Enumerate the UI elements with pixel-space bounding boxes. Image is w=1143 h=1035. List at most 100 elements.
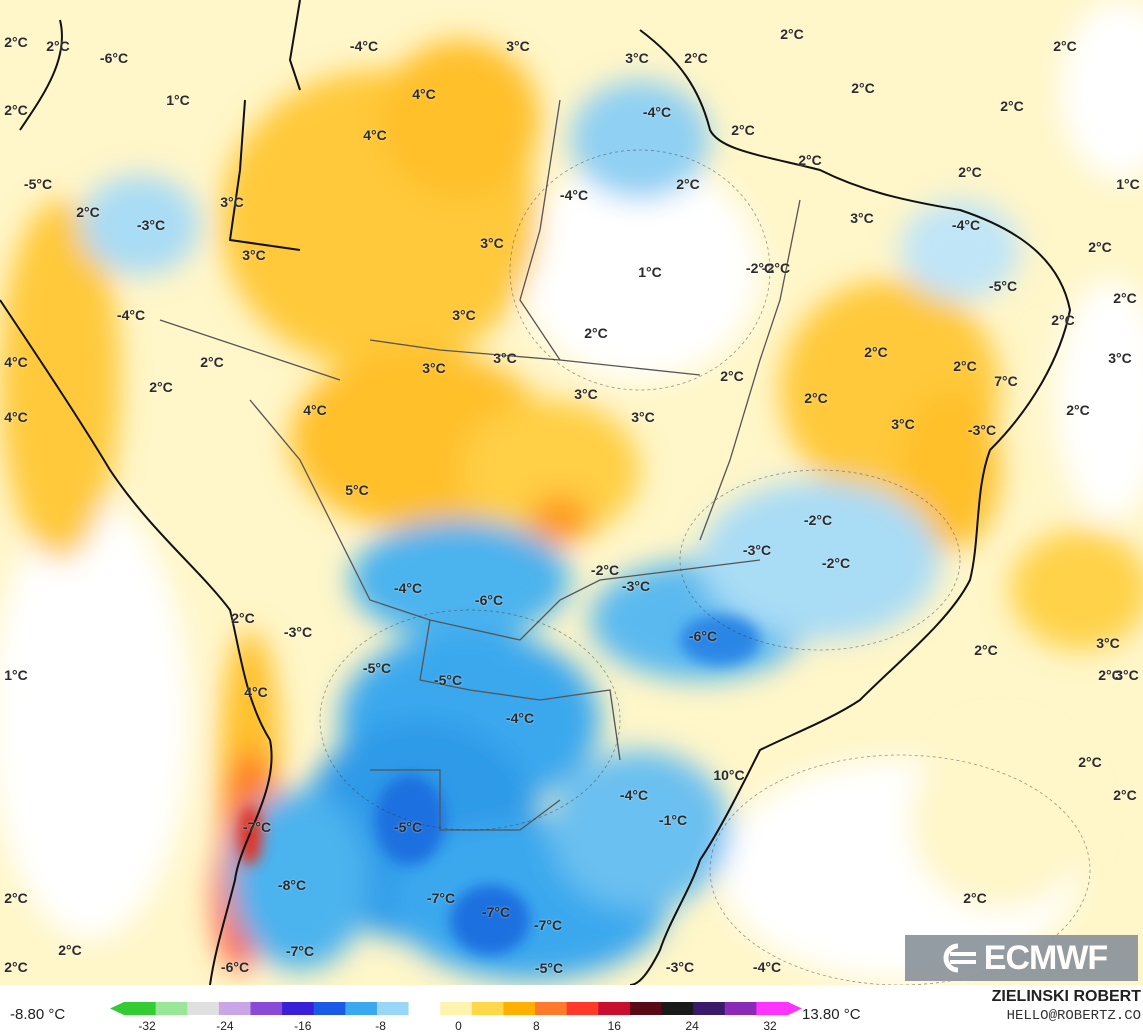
temperature-label: 2°C [4, 890, 28, 906]
temperature-label: -2°C [761, 260, 791, 276]
temperature-label: 2°C [1078, 754, 1102, 770]
colorbar-swatch [187, 1002, 220, 1015]
colorbar-swatch [345, 1002, 378, 1015]
contour-lines [319, 149, 1091, 985]
temperature-label: 2°C [1051, 312, 1075, 328]
temperature-label: -4°C [116, 307, 146, 323]
temperature-label: 2°C [1088, 239, 1112, 255]
colorbar [110, 1002, 802, 1015]
author-credit: ZIELINSKI ROBERT [991, 988, 1141, 1005]
temperature-label: 1°C [1116, 176, 1140, 192]
temperature-label: 5°C [345, 482, 369, 498]
colorbar-tick-label: 32 [763, 1019, 777, 1033]
temperature-label: 3°C [452, 307, 476, 323]
temperature-label: -4°C [505, 710, 535, 726]
temperature-label: 2°C [958, 164, 982, 180]
temperature-label: 4°C [4, 409, 28, 425]
colorbar-swatch [724, 1002, 757, 1015]
colorbar-min-label: -8.80 °C [10, 1006, 66, 1023]
temperature-label: 2°C [1053, 38, 1077, 54]
colorbar-swatch [756, 1002, 789, 1015]
temperature-label: -4°C [559, 187, 589, 203]
temperature-label: -7°C [285, 943, 315, 959]
temperature-label: 3°C [506, 38, 530, 54]
temperature-label: 2°C [1066, 402, 1090, 418]
temperature-label: -3°C [742, 542, 772, 558]
temperature-label: -6°C [99, 50, 129, 66]
colorbar-swatch [250, 1002, 283, 1015]
temperature-label: -6°C [688, 628, 718, 644]
colorbar-tick-label: 0 [455, 1019, 462, 1033]
colorbar-swatch [693, 1002, 726, 1015]
temperature-label: -4°C [393, 580, 423, 596]
temperature-label: 2°C [231, 610, 255, 626]
temperature-label: 2°C [584, 325, 608, 341]
anomaly-cores [238, 615, 760, 955]
temperature-label: 2°C [1113, 290, 1137, 306]
temperature-label: 3°C [625, 50, 649, 66]
colorbar-swatch [218, 1002, 252, 1015]
temperature-label: 10°C [713, 767, 745, 783]
temperature-label: 3°C [1115, 667, 1139, 683]
temperature-label: -4°C [619, 787, 649, 803]
temperature-label: 2°C [953, 358, 977, 374]
temperature-label: -7°C [426, 890, 456, 906]
colorbar-min-arrow [110, 1002, 124, 1015]
temperature-label: 1°C [166, 92, 190, 108]
temperature-label: 3°C [1108, 350, 1132, 366]
temperature-label: 3°C [220, 194, 244, 210]
ecmwf-logo-text: ECMWF [983, 938, 1108, 977]
temperature-label: 7°C [994, 373, 1018, 389]
temperature-label: -3°C [283, 624, 313, 640]
temperature-label: 3°C [631, 409, 655, 425]
colorbar-swatch [155, 1002, 188, 1015]
temperature-anomaly-map [0, 0, 1143, 985]
temperature-label: -6°C [220, 959, 250, 975]
temperature-label: -5°C [433, 672, 463, 688]
borders [0, 0, 1071, 985]
colorbar-swatch [629, 1002, 663, 1015]
temperature-label: 2°C [58, 942, 82, 958]
colorbar-max-label: 13.80 °C [802, 1006, 861, 1023]
temperature-label: 2°C [200, 354, 224, 370]
temperature-label: 2°C [864, 344, 888, 360]
temperature-label: -7°C [242, 819, 272, 835]
temperature-label: 2°C [76, 204, 100, 220]
temperature-label: 3°C [422, 360, 446, 376]
temperature-label: 2°C [731, 122, 755, 138]
ecmwf-logo-icon [943, 943, 976, 973]
temperature-label: 2°C [804, 390, 828, 406]
temperature-label: -2°C [821, 555, 851, 571]
temperature-label: 2°C [720, 368, 744, 384]
temperature-label: 4°C [244, 684, 268, 700]
temperature-label: 3°C [850, 210, 874, 226]
temperature-label: 4°C [363, 127, 387, 143]
internal-borders [159, 99, 801, 831]
temperature-label: 2°C [851, 80, 875, 96]
colorbar-tick-label: -24 [216, 1019, 234, 1033]
temperature-label: 3°C [242, 247, 266, 263]
colorbar-swatch [440, 1002, 473, 1015]
ecmwf-logo: ECMWF [905, 935, 1138, 981]
temperature-label: -5°C [393, 819, 423, 835]
temperature-label: 2°C [1000, 98, 1024, 114]
temperature-label: -5°C [362, 660, 392, 676]
temperature-label: 4°C [4, 354, 28, 370]
colorbar-swatch [471, 1002, 505, 1015]
temperature-label: -4°C [951, 217, 981, 233]
temperature-label: -5°C [988, 278, 1018, 294]
temperature-label: -4°C [349, 38, 379, 54]
temperature-label: -3°C [621, 578, 651, 594]
colorbar-swatch [313, 1002, 346, 1015]
temperature-label: 2°C [4, 34, 28, 50]
colorbar-swatch [535, 1002, 568, 1015]
temperature-label: -7°C [481, 904, 511, 920]
temperature-label: 2°C [46, 38, 70, 54]
temperature-label: -5°C [23, 176, 53, 192]
temperature-label: 2°C [798, 152, 822, 168]
temperature-label: 2°C [1098, 667, 1122, 683]
colorbar-tick-label: 16 [607, 1019, 621, 1033]
temperature-label: 4°C [303, 402, 327, 418]
temperature-label: 2°C [4, 102, 28, 118]
temperature-label: 2°C [676, 176, 700, 192]
